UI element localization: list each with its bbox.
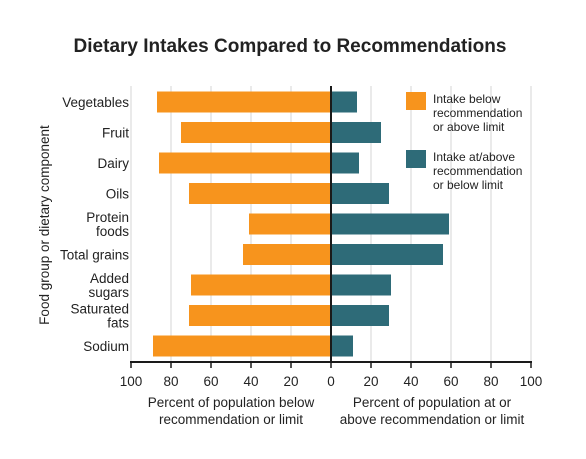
category-label: Dairy <box>97 156 129 171</box>
category-label: Total grains <box>60 248 129 263</box>
bar-at-above <box>331 122 381 143</box>
bar-at-above <box>331 183 389 204</box>
x-tick-label: 100 <box>520 374 543 389</box>
x-tick-label: 20 <box>283 374 298 389</box>
bar-below <box>249 213 331 235</box>
bar-below <box>157 91 331 113</box>
legend: Intake below recommendation or above limit… <box>406 92 522 192</box>
legend-label: Intake below recommendation or above limit <box>433 92 522 134</box>
category-labels: Vegetables Fruit Dairy Oils Protein foods Tota… <box>60 95 129 354</box>
legend-swatch <box>406 150 426 168</box>
tick-labels: 100 80 60 40 20 0 20 40 60 80 100 <box>120 374 543 389</box>
category-label: Protein foods <box>86 210 129 239</box>
bar-at-above <box>331 335 353 357</box>
bar-at-above <box>331 213 449 235</box>
bar-below <box>181 122 331 143</box>
category-label: Oils <box>106 187 129 202</box>
x-axis-label: Percent of population at or above recomme… <box>340 395 525 427</box>
legend-swatch <box>406 92 426 110</box>
bar-below <box>243 244 331 265</box>
x-tick-label: 40 <box>403 374 418 389</box>
y-axis-label: Food group or dietary component <box>37 125 52 325</box>
category-label: Vegetables <box>62 95 129 110</box>
x-tick-label: 80 <box>163 374 178 389</box>
bar-at-above <box>331 274 391 296</box>
bar-at-above <box>331 305 389 326</box>
category-label: Sodium <box>83 339 129 354</box>
category-label: Saturated fats <box>70 302 129 331</box>
bar-at-above <box>331 152 359 174</box>
x-axis-label: Percent of population below recommendatio… <box>148 395 315 427</box>
bar-below <box>191 274 331 296</box>
x-axis-labels: Percent of population below recommendatio… <box>148 395 525 427</box>
bar-below <box>189 183 331 204</box>
bar-at-above <box>331 244 443 265</box>
legend-label: Intake at/above recommendation or below li… <box>433 150 522 192</box>
axes <box>130 86 532 368</box>
bar-below <box>189 305 331 326</box>
bar-at-above <box>331 91 357 113</box>
x-tick-label: 100 <box>120 374 143 389</box>
x-tick-label: 80 <box>483 374 498 389</box>
x-tick-label: 60 <box>203 374 218 389</box>
category-label: Added sugars <box>88 271 129 300</box>
chart-title: Dietary Intakes Compared to Recommendati… <box>74 36 507 57</box>
x-tick-label: 40 <box>243 374 258 389</box>
x-tick-label: 20 <box>363 374 378 389</box>
bar-below <box>153 335 331 357</box>
bars <box>153 91 449 357</box>
x-tick-label: 0 <box>327 374 335 389</box>
bar-below <box>159 152 331 174</box>
x-tick-label: 60 <box>443 374 458 389</box>
category-label: Fruit <box>102 126 129 141</box>
